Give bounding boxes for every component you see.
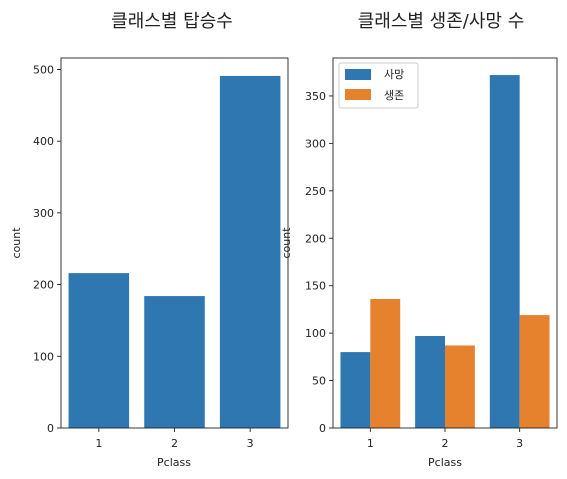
chart-right-bar-death xyxy=(340,352,371,428)
chart-right-xtick-label: 1 xyxy=(367,437,374,450)
chart-right-bar-death xyxy=(489,75,520,429)
chart-right-bar-death xyxy=(415,335,445,428)
chart-right-xlabel: Pclass xyxy=(428,456,462,469)
chart-left-bar xyxy=(68,273,130,428)
chart-right-ylabel: count xyxy=(280,227,293,259)
chart-right-bar-survive xyxy=(519,315,550,428)
chart-left-ytick-label: 400 xyxy=(33,135,54,148)
chart-left-ylabel: count xyxy=(10,227,23,259)
chart-left-xtick-label: 3 xyxy=(247,437,254,450)
chart-left-bar xyxy=(144,296,205,428)
legend-label-survive: 생존 xyxy=(384,89,404,102)
chart-right-legend: 사망 생존 xyxy=(338,62,419,109)
legend-swatch-survive xyxy=(345,89,371,100)
chart-right-ytick-label: 50 xyxy=(312,375,326,388)
chart-left-xtick-label: 2 xyxy=(171,437,178,450)
legend-swatch-death xyxy=(345,69,371,80)
chart-right-ytick-label: 300 xyxy=(305,137,326,150)
chart-right-bar-survive xyxy=(445,345,475,428)
chart-left-frame xyxy=(60,57,289,429)
chart-right-ytick-label: 350 xyxy=(305,90,326,103)
chart-right-bar-survive xyxy=(370,298,401,428)
chart-left-ytick-label: 100 xyxy=(33,350,54,363)
chart-right-ytick-label: 100 xyxy=(305,327,326,340)
chart-right-xtick-label: 3 xyxy=(516,437,523,450)
chart-left-ytick-label: 300 xyxy=(33,207,54,220)
chart-right-ytick-label: 250 xyxy=(305,185,326,198)
chart-left-plot: 0 100 200 300 400 500 1 2 3 xyxy=(33,63,281,450)
legend-label-death: 사망 xyxy=(384,68,404,81)
chart-right-xtick-label: 2 xyxy=(442,437,449,450)
chart-left-ytick-label: 500 xyxy=(33,63,54,76)
chart-right-ytick-label: 0 xyxy=(319,422,326,435)
chart-right-frame xyxy=(332,57,558,429)
chart-left-xtick-label: 1 xyxy=(95,437,102,450)
chart-right: 클래스별 생존/사망 수 0 50 100 150 200 250 300 350 1 2 3 Pc… xyxy=(280,11,558,469)
chart-left-xlabel: Pclass xyxy=(157,456,191,469)
chart-left-title: 클래스별 탑승수 xyxy=(111,11,233,32)
chart-right-ytick-label: 200 xyxy=(305,232,326,245)
chart-right-title: 클래스별 생존/사망 수 xyxy=(358,11,525,32)
chart-left: 클래스별 탑승수 0 100 200 300 400 500 1 2 3 Pclass coun… xyxy=(10,11,289,469)
chart-right-plot: 0 50 100 150 200 250 300 350 1 2 3 xyxy=(305,75,550,450)
chart-left-ytick-label: 200 xyxy=(33,279,54,292)
chart-right-ytick-label: 150 xyxy=(305,280,326,293)
chart-left-ytick-label: 0 xyxy=(47,422,54,435)
chart-left-bar xyxy=(219,75,281,428)
